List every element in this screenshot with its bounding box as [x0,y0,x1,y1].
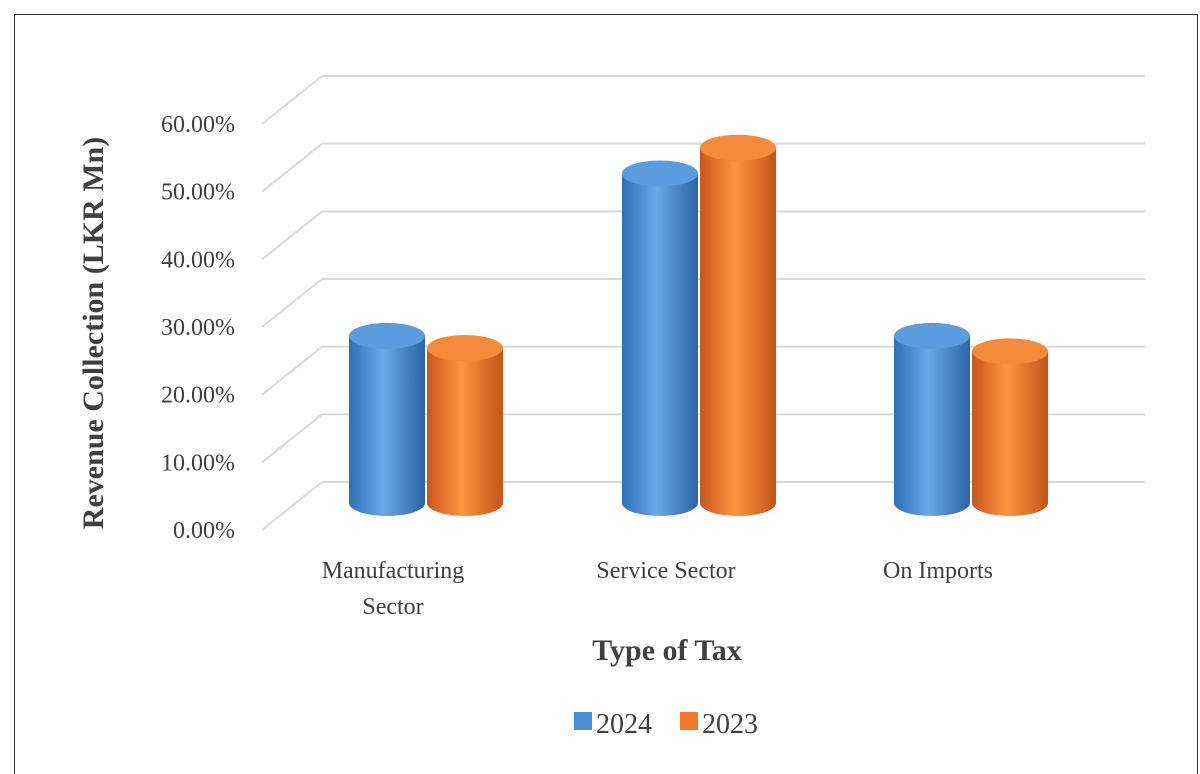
bar-body [349,335,425,516]
chart-frame [14,14,1198,774]
x-tick-label: On Imports [883,558,993,584]
y-tick-label: 20.00% [161,383,235,409]
x-tick-label: Sector [362,594,423,620]
bar-top [700,134,776,161]
bar-top [972,338,1048,365]
bar-top [427,335,503,362]
bar-top [622,160,698,187]
bar [427,335,503,516]
y-axis-title: Revenue Collection (LKR Mn) [77,137,110,529]
bar-body [427,348,503,516]
bar [622,160,698,517]
bar [349,322,425,516]
legend-label: 2024 [596,709,652,740]
gridline-side [261,345,323,396]
y-tick-label: 40.00% [161,247,235,273]
gridline-side [261,278,323,328]
legend: 2024 2023 [574,709,758,740]
bar [700,134,776,516]
y-tick-label: 10.00% [161,450,235,476]
bar [972,338,1048,516]
legend-swatch [680,712,698,730]
y-tick-label: 0.00% [173,518,235,544]
bar [894,322,970,516]
bar-top [349,322,425,349]
gridline-side [261,210,323,261]
bars [349,134,1048,517]
legend-swatch [574,712,592,730]
y-tick-label: 60.00% [161,112,235,138]
bar-top [894,322,970,349]
x-axis-title: Type of Tax [592,634,742,667]
bar-body [972,351,1048,516]
y-tick-label: 50.00% [161,180,235,206]
bar-body [622,173,698,517]
x-tick-label: Service Sector [596,558,735,584]
gridline-side [261,142,323,193]
bar-body [700,147,776,516]
y-axis-ticks: 0.00% 10.00% 20.00% 30.00% 40.00% 50.00% 60.00… [161,112,235,544]
gridline-side [261,75,323,125]
y-tick-label: 30.00% [161,315,235,341]
legend-label: 2023 [702,709,758,740]
x-axis-ticks: Manufacturing Sector Service Sector On Impo… [322,558,993,620]
x-tick-label: Manufacturing [322,558,465,584]
gridline-side [261,413,323,464]
bar-body [894,335,970,516]
gridline-side [261,481,323,531]
